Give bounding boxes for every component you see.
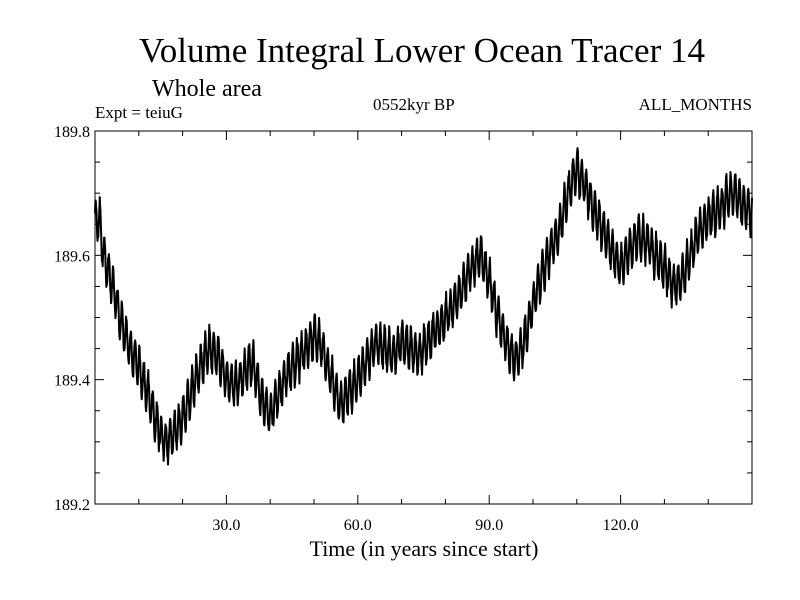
x-tick-label: 30.0	[212, 517, 240, 534]
y-tick-label: 189.4	[54, 373, 90, 390]
chart-subtitle: Whole area	[152, 76, 262, 102]
x-tick-label: 60.0	[344, 517, 372, 534]
chart-title: Volume Integral Lower Ocean Tracer 14	[139, 31, 705, 70]
period-label: 0552kyr BP	[373, 95, 455, 114]
y-tick-label: 189.8	[54, 124, 90, 141]
y-tick-label: 189.6	[54, 248, 90, 265]
experiment-label: Expt = teiuG	[95, 103, 183, 122]
plot-frame	[94, 130, 753, 505]
months-label: ALL_MONTHS	[639, 95, 752, 114]
y-axis-tick-labels: 189.2 189.4 189.6 189.8	[54, 124, 90, 514]
x-tick-label: 120.0	[603, 517, 639, 534]
axis-ticks	[95, 131, 752, 504]
y-tick-label: 189.2	[54, 497, 90, 514]
series-line	[94, 147, 753, 466]
x-tick-label: 90.0	[475, 517, 503, 534]
x-axis-label: Time (in years since start)	[310, 536, 539, 561]
x-axis-tick-labels: 30.0 60.0 90.0 120.0	[212, 517, 638, 534]
